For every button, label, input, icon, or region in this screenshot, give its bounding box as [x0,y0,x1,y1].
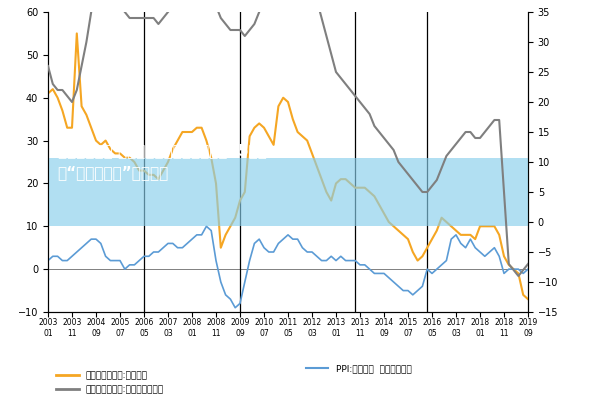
Bar [48,158,528,226]
Text: 澳门股票配资 汶川大地震中的感人瞬间：15位军
人“自杀式跳伞”开展救援: 澳门股票配资 汶川大地震中的感人瞬间：15位军 人“自杀式跳伞”开展救援 [58,143,266,181]
Legend: PPI:当月同比  富滇宏观笔记: PPI:当月同比 富滇宏观笔记 [302,360,415,376]
